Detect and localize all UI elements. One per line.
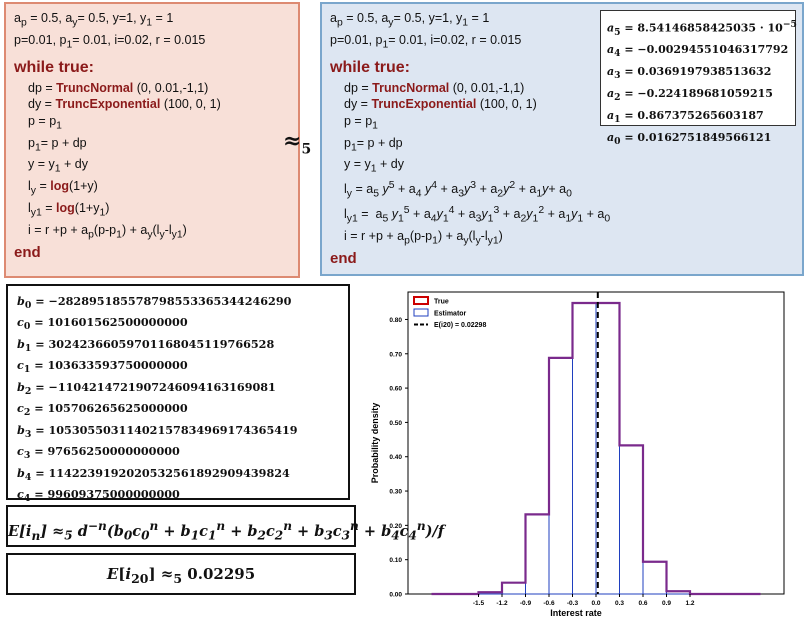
code-line: p1= p + dp [344,135,403,154]
expectation-result: E[i20] ≈5 0.02295 [6,553,356,595]
x-axis-label: Interest rate [550,608,602,618]
const-b1: b1 = 30242366059701168045119766528 [17,336,275,355]
y-axis-label: Probability density [370,403,380,484]
x-tick-label: -0.6 [543,600,555,607]
x-tick-label: 0.3 [615,600,624,607]
const-b2: b2 = −1104214721907246094163169081 [17,379,276,397]
y-tick-label: 0.80 [389,317,402,324]
constants-box: b0 = −282895185578798553365344246290 c0 … [6,284,350,540]
original-code-panel: ap = 0.5, ay= 0.5, y=1, y1 = 1 p=0.01, p… [4,2,300,278]
y-tick-label: 0.50 [389,420,402,427]
x-tick-label: -1.5 [473,600,485,607]
code-line: ly = a5 y5 + a4 y4 + a3y3 + a2y2 + a1y+ … [344,180,572,200]
y-tick-label: 0.40 [389,454,402,461]
const-b0: b0 = −282895185578798553365344246290 [17,294,292,312]
legend-true-label: True [434,299,449,306]
code-line: ly = log(1+y) [28,179,98,197]
const-c2: c2 = 105706265625000000 [17,401,188,419]
const-c3: c3 = 97656250000000000 [17,444,180,462]
code-line: y = y1 + dy [28,157,88,175]
y-tick-label: 0.00 [389,592,402,599]
x-tick-label: 1.2 [685,600,694,607]
code-line: dp = TruncNormal (0, 0.01,-1,1) [344,80,525,95]
code-line: ly1 = a5 y15 + a4y14 + a3y13 + a2y12 + a… [344,205,611,226]
original-code: ap = 0.5, ay= 0.5, y=1, y1 = 1 p=0.01, p… [14,10,221,262]
code-line: y = y1 + dy [344,157,404,175]
estimator-bar [501,582,526,595]
estimator-bar [595,302,620,595]
x-tick-label: -0.9 [520,600,532,607]
histogram-chart: 0.00 0.10 0.20 0.30 0.40 0.50 0.60 0.70 0.80 -1.5… [370,291,785,618]
code-line: dy = TruncExponential (100, 0, 1) [344,97,537,112]
init-line-2: p=0.01, p1= 0.01, i=0.02, r = 0.015 [14,32,206,51]
x-tick-label: 0.6 [638,600,647,607]
expectation-formula: E[in] ≈5 d−n(b0c0n + b1c1n + b2c2n + b3c… [6,505,444,547]
code-line: i = r +p + ap(p-p1) + ay(ly-ly1) [28,223,187,241]
const-c1: c1 = 103633593750000000 [17,358,188,376]
y-tick-label: 0.10 [389,557,402,564]
x-tick-label: 0.9 [662,600,671,607]
code-line: dp = TruncNormal (0, 0.01,-1,1) [28,80,209,95]
legend-estimator-label: Estimator [434,311,467,318]
code-line: p1= p + dp [28,135,87,154]
const-b3: b3 = 10530550311402157834969174365419 [17,422,298,440]
x-tick-label: 0.0 [591,600,600,607]
code-line: ly1 = log(1+y1) [28,201,110,219]
while-keyword: while true: [330,58,411,76]
polynomial-code: ap = 0.5, ay= 0.5, y=1, y1 = 1 p=0.01, p… [330,10,610,268]
legend-mean-label: E(i20) = 0.02298 [434,322,486,329]
coef-a0: a0 = 0.0162751849566121 [607,130,772,147]
estimator-bar [525,513,550,595]
estimator-bar [572,302,597,595]
y-tick-label: 0.30 [389,489,402,496]
coefficient-box: a5 = 8.54146858425035 · 10−5 a4 = −0.002… [600,10,797,147]
true-histogram-outline [431,301,761,596]
const-b4: b4 = 1142239192020532561892909439824 [17,465,290,483]
const-c0: c0 = 101601562500000000 [17,315,188,333]
coef-a5: a5 = 8.54146858425035 · 10−5 [607,19,797,38]
code-line: p = p1 [344,113,378,132]
init-line-1: ap = 0.5, ay= 0.5, y=1, y1 = 1 [14,11,174,29]
coef-a1: a1 = 0.867375265603187 [607,108,764,125]
estimator-bar [548,357,573,595]
coef-a2: a2 = −0.224189681059215 [607,87,773,104]
legend-true-swatch [413,296,429,305]
estimator-bar [642,561,667,595]
legend-estimator-swatch [413,308,429,317]
code-line: p = p1 [28,113,62,132]
x-tick-label: -0.3 [567,600,579,607]
const-c4: c4 = 99609375000000000 [17,486,180,505]
estimator-bar [619,444,644,595]
coef-a3: a3 = 0.0369197938513632 [607,65,772,82]
y-tick-label: 0.60 [389,386,402,393]
end-keyword: end [330,250,357,268]
code-line: dy = TruncExponential (100, 0, 1) [28,97,221,112]
x-tick-label: -1.2 [496,600,508,607]
end-keyword: end [14,244,41,262]
y-tick-label: 0.70 [389,351,402,358]
approx-symbol: ≈5 [283,128,312,158]
while-keyword: while true: [14,58,95,76]
polynomial-code-panel: ap = 0.5, ay= 0.5, y=1, y1 = 1 p=0.01, p… [320,2,804,276]
init-line-1: ap = 0.5, ay= 0.5, y=1, y1 = 1 [330,11,490,29]
y-tick-label: 0.20 [389,523,402,530]
code-line: i = r +p + ap(p-p1) + ay(ly-ly1) [344,229,503,247]
coef-a4: a4 = −0.00294551046317792 [607,43,789,60]
init-line-2: p=0.01, p1= 0.01, i=0.02, r = 0.015 [330,32,522,51]
